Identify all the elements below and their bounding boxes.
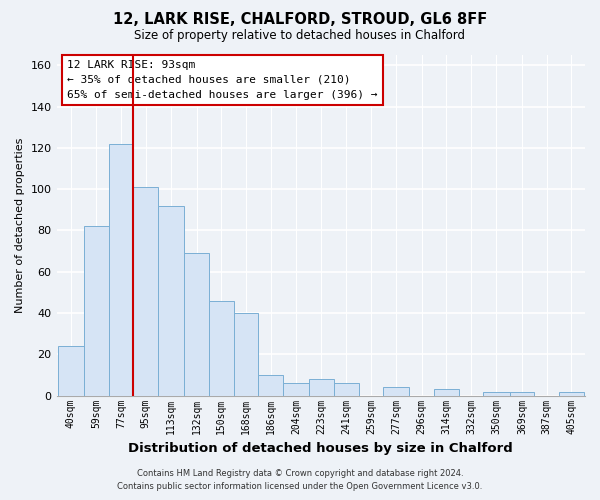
Bar — [484, 392, 509, 396]
Bar — [434, 390, 459, 396]
Text: 12 LARK RISE: 93sqm
← 35% of detached houses are smaller (210)
65% of semi-detac: 12 LARK RISE: 93sqm ← 35% of detached ho… — [67, 60, 377, 100]
Bar — [309, 379, 334, 396]
Bar — [509, 392, 534, 396]
Bar — [559, 392, 584, 396]
Text: Size of property relative to detached houses in Chalford: Size of property relative to detached ho… — [134, 29, 466, 42]
Bar — [334, 384, 359, 396]
X-axis label: Distribution of detached houses by size in Chalford: Distribution of detached houses by size … — [128, 442, 513, 455]
Y-axis label: Number of detached properties: Number of detached properties — [15, 138, 25, 313]
Text: Contains HM Land Registry data © Crown copyright and database right 2024.
Contai: Contains HM Land Registry data © Crown c… — [118, 470, 482, 491]
Bar — [109, 144, 133, 396]
Bar — [283, 384, 309, 396]
Bar — [383, 388, 409, 396]
Bar — [84, 226, 109, 396]
Bar — [233, 313, 259, 396]
Bar — [209, 300, 233, 396]
Bar — [133, 187, 158, 396]
Bar — [184, 253, 209, 396]
Text: 12, LARK RISE, CHALFORD, STROUD, GL6 8FF: 12, LARK RISE, CHALFORD, STROUD, GL6 8FF — [113, 12, 487, 28]
Bar — [58, 346, 84, 396]
Bar — [158, 206, 184, 396]
Bar — [259, 375, 283, 396]
